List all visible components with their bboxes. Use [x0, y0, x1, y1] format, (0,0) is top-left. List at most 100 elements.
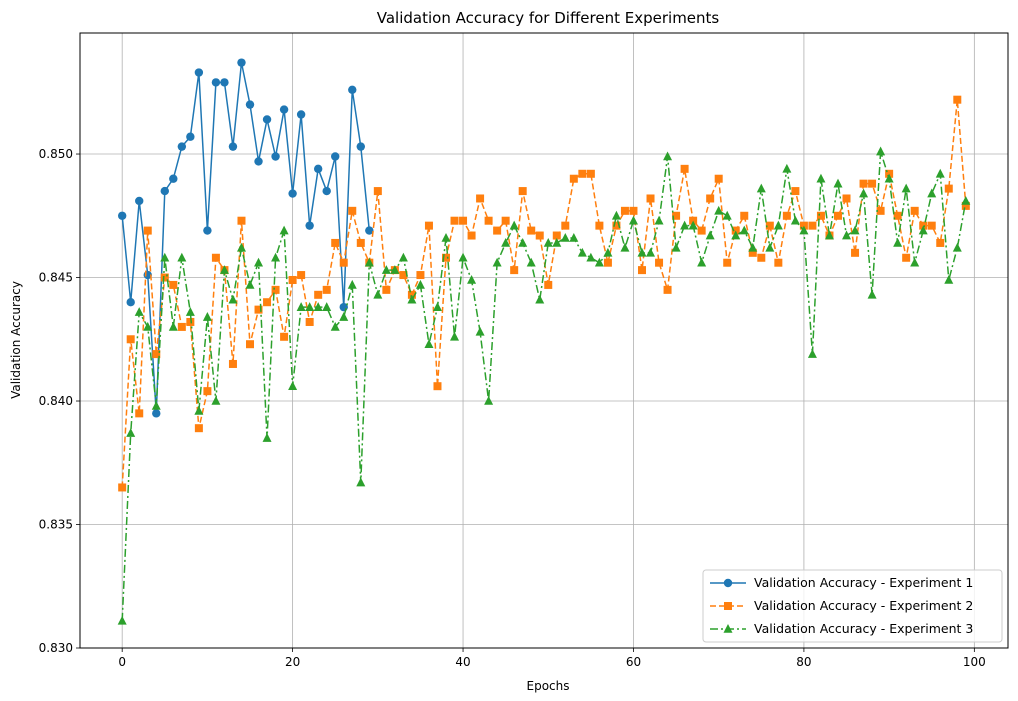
data-point: [569, 233, 579, 242]
data-point: [535, 231, 544, 240]
data-point: [415, 279, 425, 289]
data-point: [263, 298, 272, 307]
data-point: [910, 257, 920, 267]
data-point: [501, 216, 510, 225]
data-point: [765, 221, 774, 230]
data-point: [211, 396, 221, 405]
data-point: [850, 225, 860, 235]
legend-marker: [723, 578, 733, 588]
grid: [80, 33, 1008, 649]
data-point: [220, 78, 229, 87]
x-axis-label: Epochs: [527, 679, 570, 693]
x-tick-label: 20: [285, 655, 300, 669]
data-point: [407, 294, 417, 304]
series-line-2: [121, 99, 967, 488]
data-point: [219, 265, 229, 274]
data-point: [288, 189, 297, 198]
data-point: [424, 339, 434, 349]
ticks: 0 20 40 60 80 100 0.830 0.835 0.840 0.845 0.850: [39, 147, 986, 669]
x-tick-label: 0: [118, 655, 126, 669]
data-point: [348, 85, 357, 95]
data-point: [791, 187, 800, 196]
data-point: [151, 400, 161, 410]
data-point: [824, 230, 834, 240]
data-point: [544, 280, 553, 289]
series-line-1: [121, 62, 371, 414]
data-point: [117, 615, 127, 625]
data-point: [476, 194, 485, 203]
data-point: [296, 110, 306, 119]
data-point: [280, 332, 289, 341]
data-point: [203, 387, 212, 396]
data-point: [126, 428, 136, 437]
data-point: [808, 221, 817, 230]
data-point: [330, 321, 340, 331]
data-point: [586, 169, 595, 178]
data-point: [561, 221, 570, 230]
data-point: [723, 258, 732, 267]
data-point: [305, 221, 314, 230]
data-point: [868, 179, 877, 188]
data-point: [944, 184, 953, 193]
legend: Validation Accuracy - Experiment 1 Valid…: [702, 569, 1003, 643]
data-point: [177, 142, 187, 151]
chart-title: Validation Accuracy for Different Experi…: [377, 9, 720, 27]
data-point: [927, 221, 936, 230]
data-point: [152, 409, 161, 418]
data-point: [467, 231, 476, 240]
data-point: [655, 258, 664, 267]
data-point: [194, 424, 203, 433]
data-point: [893, 237, 903, 247]
y-axis-label: Validation Accuracy: [9, 281, 23, 399]
data-point: [842, 230, 852, 240]
data-point: [399, 271, 408, 280]
data-point: [288, 275, 297, 284]
data-point: [237, 58, 246, 67]
series-layer: [117, 58, 971, 625]
data-point: [586, 252, 596, 262]
data-point: [620, 206, 629, 215]
data-point: [603, 258, 612, 267]
legend-entry-3: Validation Accuracy - Experiment 3: [710, 621, 973, 636]
data-point: [876, 146, 886, 156]
data-point: [322, 186, 331, 196]
data-point: [297, 271, 306, 280]
y-tick-label: 0.840: [39, 394, 73, 408]
data-point: [160, 252, 170, 262]
data-point: [322, 302, 332, 311]
data-point: [902, 253, 911, 262]
y-tick-label: 0.835: [39, 518, 73, 532]
data-point: [620, 242, 630, 252]
data-point: [271, 285, 280, 294]
series-line-3: [121, 151, 967, 621]
data-point: [833, 178, 843, 188]
data-point: [893, 211, 902, 220]
data-point: [271, 252, 281, 262]
data-point: [313, 164, 323, 174]
data-point: [501, 237, 511, 247]
data-point: [697, 226, 706, 235]
data-point: [381, 265, 391, 274]
legend-entry-2: Validation Accuracy - Experiment 2: [710, 598, 973, 613]
data-point: [373, 187, 382, 196]
data-point: [177, 322, 186, 331]
data-point: [782, 211, 791, 220]
legend-swatch-2: [710, 602, 746, 610]
data-point: [961, 195, 971, 205]
data-point: [484, 396, 494, 405]
data-point: [944, 274, 954, 284]
plot-frame: [79, 32, 1009, 649]
data-point: [211, 253, 220, 262]
data-point: [927, 188, 937, 198]
data-point: [279, 105, 289, 114]
data-point: [296, 302, 306, 311]
data-point: [663, 285, 672, 294]
data-point: [484, 216, 493, 225]
data-point: [628, 215, 638, 225]
data-point: [757, 253, 766, 262]
data-point: [382, 285, 391, 294]
data-point: [671, 242, 681, 252]
data-point: [271, 152, 280, 161]
data-point: [663, 151, 673, 161]
data-point: [203, 226, 212, 235]
